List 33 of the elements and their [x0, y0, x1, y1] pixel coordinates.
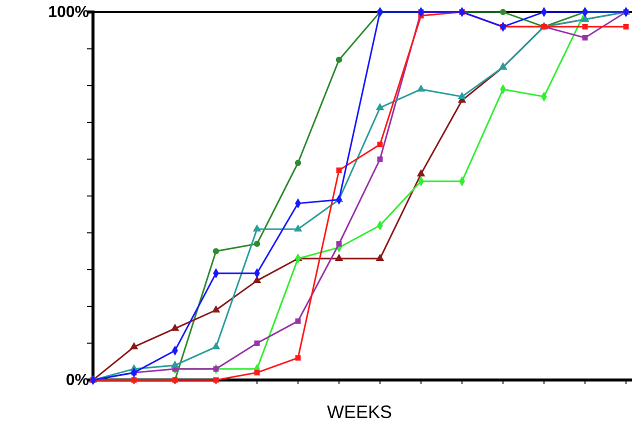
point [582, 35, 588, 40]
point [416, 169, 426, 176]
point [458, 92, 466, 100]
point [212, 342, 220, 350]
point [500, 8, 506, 16]
y-tick-label: 100% [48, 4, 89, 22]
point [170, 360, 180, 368]
point [294, 160, 302, 166]
point [336, 56, 342, 63]
x-axis-title: WEEKS [326, 402, 392, 422]
point [295, 355, 301, 361]
point [254, 370, 260, 376]
y-tick-label: 0% [66, 372, 89, 390]
point [252, 224, 262, 232]
point [376, 254, 384, 261]
point [130, 342, 138, 350]
point [254, 340, 260, 346]
point [334, 254, 344, 261]
point [294, 224, 302, 232]
point [254, 240, 260, 247]
point [582, 24, 588, 30]
point [416, 84, 426, 92]
point [376, 102, 384, 110]
point [295, 318, 301, 324]
point [377, 156, 383, 162]
point [336, 168, 342, 173]
point [212, 248, 220, 254]
point [623, 24, 629, 30]
point [336, 241, 342, 247]
point [212, 305, 220, 312]
point [377, 142, 383, 148]
point [213, 366, 219, 372]
point [170, 324, 180, 331]
